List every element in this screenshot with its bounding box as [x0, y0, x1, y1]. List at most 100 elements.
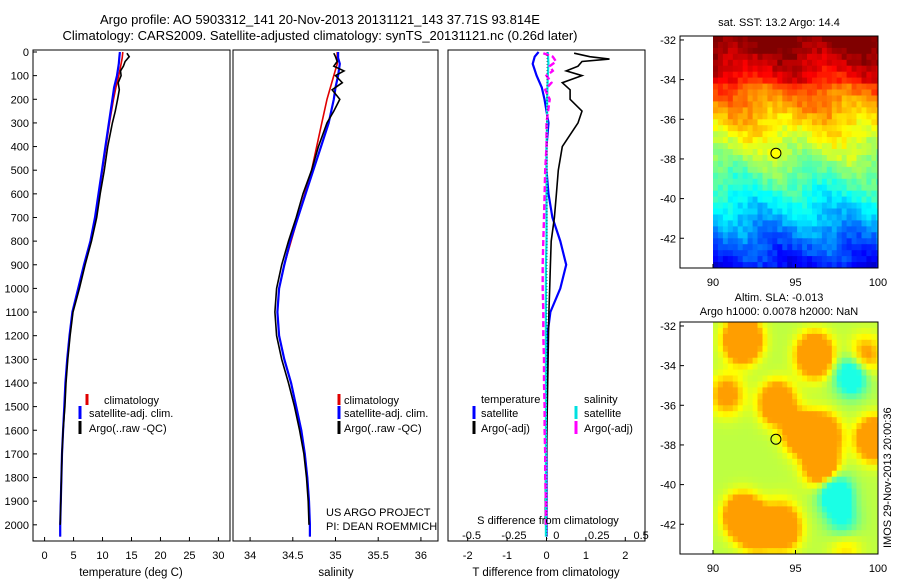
- sst-cell: [742, 160, 749, 168]
- sla-cell: [742, 530, 749, 537]
- sst-cell: [836, 160, 843, 168]
- sla-cell: [787, 369, 793, 376]
- sla-cell: [722, 393, 729, 400]
- sst-cell: [772, 131, 778, 138]
- sla-cell: [732, 399, 739, 406]
- sst-cell: [812, 47, 818, 55]
- sst-cell: [747, 214, 754, 221]
- sla-cell: [713, 518, 719, 525]
- sst-cell: [732, 166, 739, 174]
- sla-cell: [782, 381, 788, 388]
- sla-cell: [841, 548, 848, 554]
- sst-cell: [757, 77, 764, 84]
- sst-cell: [836, 196, 843, 203]
- sst-cell: [802, 95, 808, 102]
- sla-cell: [851, 357, 858, 365]
- depth-tick-label: 600: [11, 189, 29, 201]
- sla-cell: [856, 429, 863, 436]
- sst-cell: [752, 178, 759, 186]
- sst-cell: [836, 41, 843, 49]
- sla-cell: [876, 464, 878, 472]
- sla-cell: [727, 333, 734, 341]
- sst-cell: [762, 53, 769, 61]
- sst-cell: [787, 137, 793, 144]
- sla-cell: [831, 542, 838, 549]
- sla-cell: [802, 536, 808, 543]
- sla-cell: [717, 464, 724, 472]
- sla-cell: [782, 423, 788, 430]
- sst-cell: [831, 77, 838, 84]
- sla-cell: [782, 417, 788, 424]
- sst-cell: [732, 107, 739, 114]
- sst-cell: [847, 274, 853, 280]
- sla-cell: [857, 560, 863, 566]
- sla-cell: [742, 399, 749, 406]
- sla-cell: [802, 333, 808, 341]
- sla-cell: [732, 345, 739, 353]
- sla-cell: [816, 506, 823, 513]
- sla-cell: [871, 429, 877, 436]
- sla-cell: [856, 524, 863, 531]
- sst-cell: [876, 83, 878, 90]
- sla-cell: [723, 560, 729, 566]
- sst-cell: [812, 232, 818, 239]
- sst-cell: [747, 232, 754, 239]
- sla-cell: [802, 375, 808, 382]
- sst-cell: [717, 107, 724, 114]
- sst-cell: [856, 172, 863, 180]
- sla-cell: [777, 476, 783, 484]
- sst-cell: [727, 77, 734, 84]
- x-tick-label: -1: [502, 550, 512, 562]
- sla-cell: [861, 524, 868, 531]
- sla-cell: [717, 512, 724, 519]
- depth-tick-label: 200: [11, 94, 29, 106]
- sla-cell: [826, 482, 833, 489]
- sla-cell: [826, 363, 833, 370]
- sst-cell: [752, 36, 759, 43]
- sst-cell: [847, 268, 853, 274]
- sla-cell: [826, 530, 833, 537]
- sst-cell: [841, 77, 848, 84]
- sla-cell: [807, 488, 813, 495]
- sst-cell: [856, 53, 863, 61]
- sla-cell: [792, 429, 798, 436]
- sst-cell: [722, 232, 729, 239]
- sst-cell: [767, 119, 773, 126]
- sst-cell: [831, 47, 838, 55]
- sla-cell: [851, 351, 858, 359]
- sla-cell: [747, 333, 754, 341]
- sst-cell: [722, 101, 729, 108]
- sst-cell: [713, 244, 719, 251]
- sla-cell: [841, 363, 848, 370]
- sst-cell: [807, 208, 813, 215]
- sla-cell: [713, 441, 719, 448]
- sst-cell: [732, 65, 739, 73]
- sla-cell: [782, 375, 788, 382]
- sla-cell: [727, 441, 734, 448]
- sla-cell: [752, 494, 759, 501]
- sla-cell: [807, 446, 813, 454]
- sst-cell: [742, 149, 749, 156]
- sst-cell: [762, 36, 769, 43]
- sla-cell: [876, 357, 878, 365]
- sst-cell: [802, 131, 808, 138]
- sla-cell: [777, 458, 783, 466]
- sla-cell: [727, 399, 734, 406]
- sla-cell: [792, 399, 798, 406]
- sla-cell: [856, 375, 863, 382]
- sst-cell: [713, 160, 719, 168]
- x-tick-label: 15: [125, 550, 137, 562]
- sst-cell: [752, 89, 759, 96]
- sla-cell: [846, 363, 853, 370]
- sla-cell: [802, 530, 808, 537]
- sst-cell: [792, 268, 798, 274]
- sla-cell: [816, 381, 823, 388]
- sst-cell: [821, 47, 828, 55]
- sla-cell: [757, 470, 764, 478]
- sst-cell: [836, 125, 843, 132]
- sla-cell: [856, 435, 863, 442]
- legend-header-salinity: salinity: [584, 394, 618, 406]
- sla-cell: [797, 351, 803, 359]
- sla-cell: [722, 500, 729, 507]
- sst-cell: [752, 65, 759, 73]
